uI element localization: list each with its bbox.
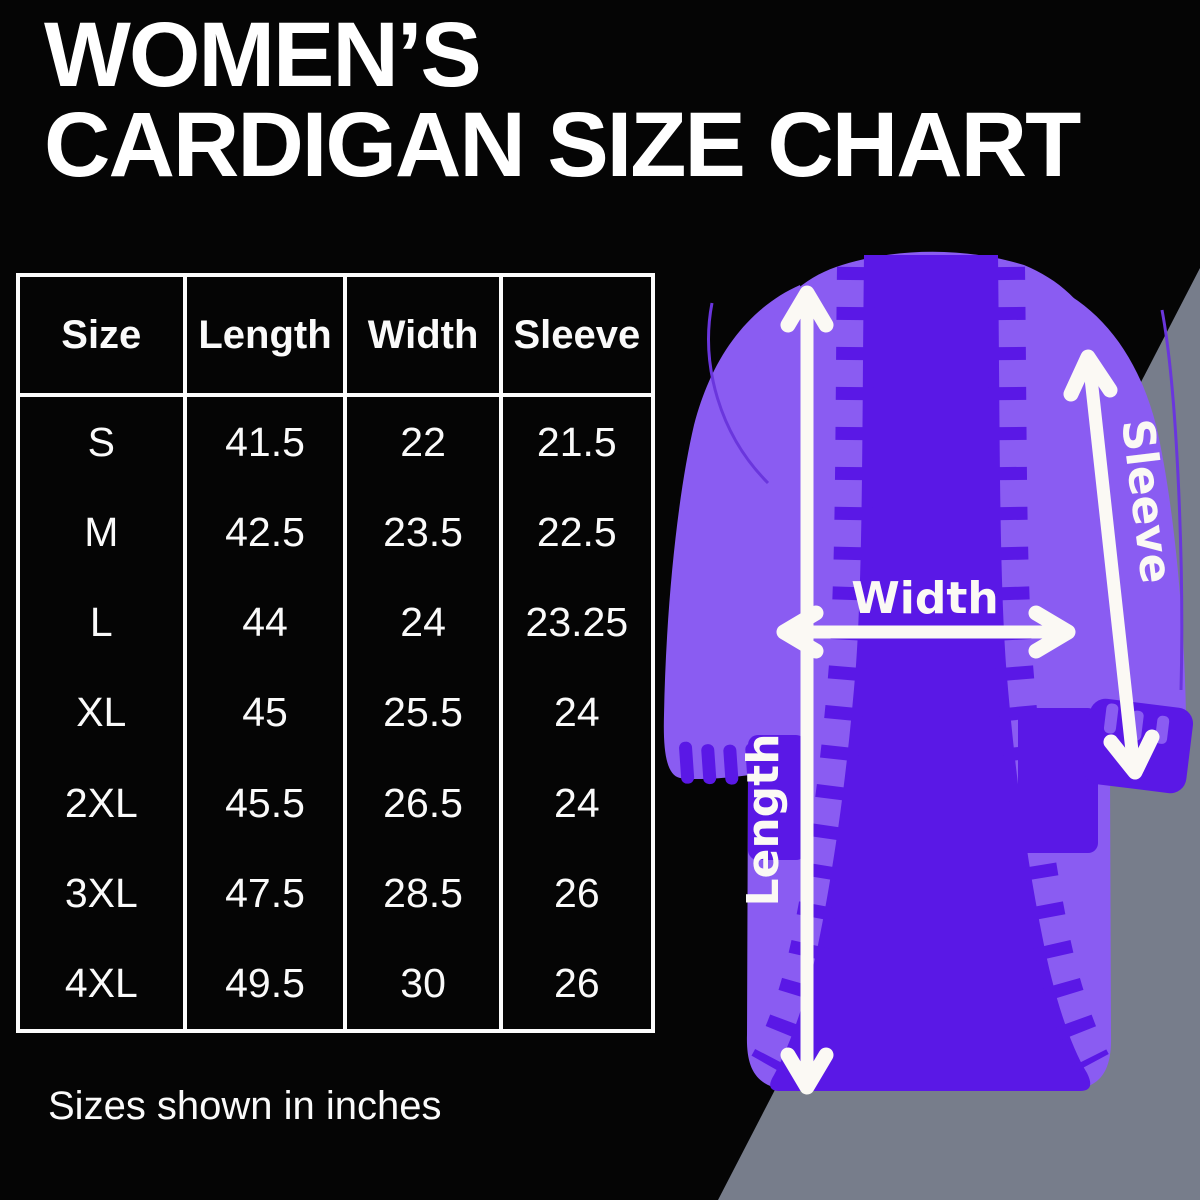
page-title: WOMEN’S CARDIGAN SIZE CHART [44,4,1081,197]
table-cell: 26.5 [347,758,503,849]
width-label: Width [851,573,998,624]
width-arrow [776,605,1076,659]
column-header-width: Width [347,277,503,397]
table-cell: 2XL [20,758,187,849]
table-cell: 23.5 [347,487,503,578]
length-label: Length [738,733,789,906]
table-cell: 25.5 [347,667,503,759]
page-title-line1: WOMEN’S [44,4,482,106]
table-cell: 26 [554,870,600,917]
right-pocket [1018,708,1098,853]
table-cell: 30 [347,938,503,1029]
table-cell: 24 [554,779,600,826]
table-cell: 47.5 [187,848,348,939]
table-cell: 4XL [20,938,187,1029]
table-cell: L [20,577,187,668]
table-cell: XL [20,667,187,759]
left-shoulder-seam [707,302,770,485]
right-cuff [1082,698,1194,794]
table-cell: 45 [187,667,348,759]
right-shoulder-seam [1160,309,1184,691]
units-footnote: Sizes shown in inches [48,1084,442,1128]
cardigan-diagram: Length Width Sleeve [663,251,1194,1095]
table-cell: 28.5 [347,848,503,939]
table-cell: 24 [554,689,600,736]
column-header-size: Size [20,277,187,397]
table-cell: M [20,487,187,578]
left-placket-ribbing [751,266,875,1075]
left-pocket [748,735,806,860]
table-cell: 44 [187,577,348,668]
table-cell: 22.5 [536,508,617,555]
cardigan-inner-panel [770,255,1091,1091]
right-placket-ribbing [987,266,1109,1073]
table-cell: 21.5 [536,418,617,465]
length-arrow [780,285,834,1095]
table-cell: 3XL [20,848,187,939]
table-cell: 41.5 [187,397,348,488]
table-cell: 42.5 [187,487,348,578]
table-cell: 24 [347,577,503,668]
table-cell: S [20,397,187,488]
column-header-length: Length [186,277,348,397]
column-header-sleeve: Sleeve [502,277,651,397]
sleeve-arrow [1063,349,1160,780]
size-table: Size Length Width Sleeve S 41.5 22 21.5 … [16,273,655,1033]
table-cell: 22 [347,397,503,488]
table-cell: 45.5 [187,758,348,849]
table-cell: 23.25 [525,599,629,646]
table-cell: 26 [554,960,600,1007]
table-cell: 49.5 [187,938,348,1029]
page-title-line2: CARDIGAN SIZE CHART [44,94,1081,197]
left-cuff-ribbing [679,739,779,785]
